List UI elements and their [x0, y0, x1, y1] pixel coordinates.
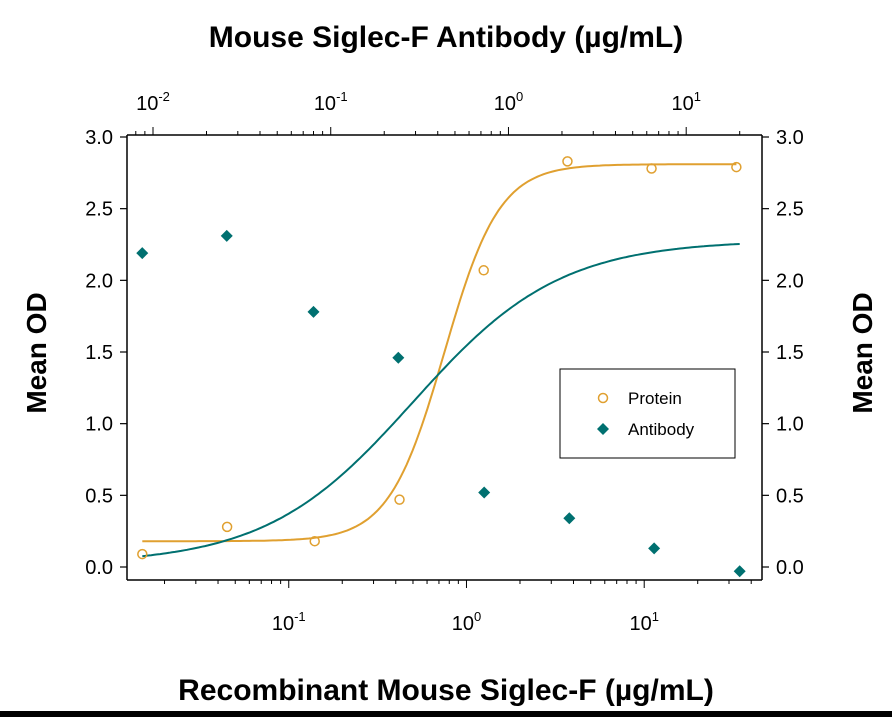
antibody-point: [220, 229, 233, 242]
legend: Protein Antibody: [559, 368, 736, 459]
y-tick-label-left: 1.0: [85, 414, 113, 436]
antibody-fit-curve: [142, 243, 740, 558]
y-tick-label-right: 1.0: [776, 414, 804, 436]
top-x-tick-label: 100: [494, 89, 523, 115]
protein-point: [478, 265, 489, 276]
y-tick-label-right: 0.5: [776, 485, 804, 507]
protein-point: [137, 548, 148, 560]
antibody-point: [733, 565, 746, 578]
legend-antibody-label: Antibody: [628, 420, 695, 439]
antibody-point: [136, 247, 149, 260]
plot-frame: [126, 134, 763, 581]
legend-box: [559, 368, 736, 459]
y-tick-label-right: 0.0: [776, 557, 804, 579]
y-tick-label-right: 2.0: [776, 270, 804, 292]
top-x-tick-label: 10-1: [314, 89, 348, 115]
y-tick-label-left: 3.0: [85, 127, 113, 149]
y-tick-label-left: 0.0: [85, 557, 113, 579]
y-axis-ticks: 0.0 0.0 0.5 0.5 1.0 1.0 1.5 1.5 2.0 2.0 2.5 2.5 3.0 3…: [85, 127, 804, 579]
protein-point: [394, 494, 405, 505]
protein-point: [731, 161, 742, 173]
left-y-axis-title: Mean OD: [21, 292, 52, 413]
legend-antibody-marker: [597, 423, 609, 435]
antibody-point: [307, 305, 320, 318]
legend-protein-marker: [597, 392, 609, 404]
bottom-x-axis-ticks: 10-1 100 101: [164, 580, 752, 635]
bottom-border-bar: [0, 711, 892, 717]
protein-point: [562, 156, 573, 167]
antibody-point: [478, 486, 491, 499]
y-tick-label-right: 1.5: [776, 342, 804, 364]
y-tick-label-left: 1.5: [85, 342, 113, 364]
y-tick-label-left: 0.5: [85, 485, 113, 507]
bottom-x-tick-label: 10-1: [272, 609, 306, 635]
right-y-axis-title: Mean OD: [847, 292, 878, 413]
antibody-point: [563, 512, 576, 525]
top-x-tick-label: 101: [671, 89, 700, 115]
bottom-x-tick-label: 101: [629, 609, 658, 635]
antibody-point: [392, 351, 405, 364]
y-tick-label-right: 3.0: [776, 127, 804, 149]
protein-point: [309, 535, 320, 547]
protein-fit-curve: [142, 163, 737, 543]
top-x-axis-ticks: 10-2 10-1 100 101: [135, 89, 741, 135]
protein-point: [646, 163, 657, 174]
legend-protein-label: Protein: [628, 389, 682, 408]
protein-point: [221, 521, 233, 533]
y-tick-label-right: 2.5: [776, 199, 804, 221]
bottom-x-tick-label: 100: [452, 609, 481, 635]
top-x-tick-label: 10-2: [136, 89, 170, 115]
y-tick-label-left: 2.0: [85, 270, 113, 292]
top-axis-title: Mouse Siglec-F Antibody (µg/mL): [209, 21, 684, 54]
antibody-point: [648, 542, 661, 555]
y-tick-label-left: 2.5: [85, 199, 113, 221]
fit-curves: [142, 163, 740, 558]
data-markers: [136, 156, 746, 578]
bottom-axis-title: Recombinant Mouse Siglec-F (µg/mL): [178, 674, 714, 707]
